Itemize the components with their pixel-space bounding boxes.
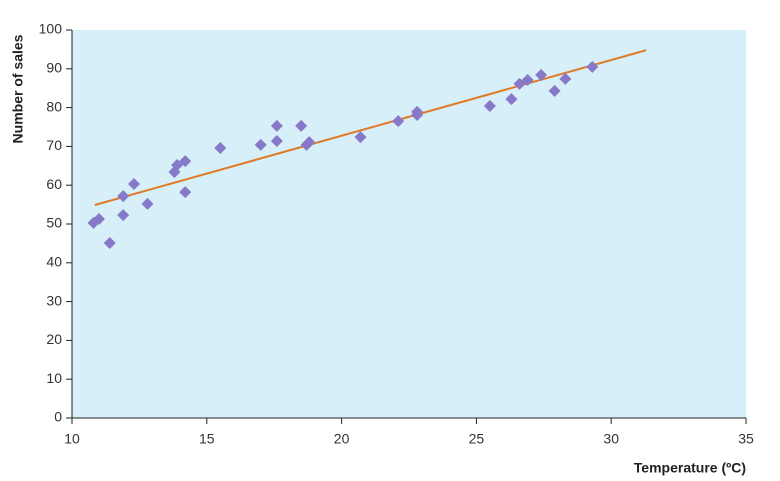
plot-area (72, 30, 746, 418)
x-tick-label: 20 (334, 431, 350, 447)
point (411, 108, 424, 121)
point (92, 212, 105, 225)
point (117, 190, 130, 203)
y-tick-label: 70 (46, 137, 62, 153)
point (354, 131, 367, 144)
point (270, 134, 283, 147)
y-tick-label: 0 (54, 409, 62, 425)
x-tick-label: 10 (64, 431, 80, 447)
point (505, 93, 518, 106)
point (586, 60, 599, 73)
y-tick-label: 90 (46, 60, 62, 76)
point (270, 119, 283, 132)
y-tick-label: 30 (46, 292, 62, 308)
x-tick-label: 30 (603, 431, 619, 447)
x-tick-label: 35 (738, 431, 754, 447)
point (295, 119, 308, 132)
point (128, 178, 141, 191)
y-tick-label: 10 (46, 370, 62, 386)
point (548, 84, 561, 97)
x-axis-title: Temperature (ºC) (634, 460, 746, 476)
point (117, 209, 130, 222)
x-tick-label: 15 (199, 431, 215, 447)
point (559, 72, 572, 85)
point (214, 141, 227, 154)
trend-line (94, 49, 647, 206)
y-tick-label: 80 (46, 98, 62, 114)
point (254, 138, 267, 151)
y-tick-label: 20 (46, 331, 62, 347)
point (179, 155, 192, 168)
point (535, 69, 548, 82)
point (392, 115, 405, 128)
point (521, 74, 534, 87)
x-tick-label: 25 (469, 431, 485, 447)
y-tick-label: 100 (39, 21, 63, 37)
y-axis-title: Number of sales (10, 34, 26, 143)
point (103, 237, 116, 250)
point (303, 136, 316, 149)
y-tick-label: 60 (46, 176, 62, 192)
point (483, 100, 496, 113)
point (141, 197, 154, 210)
y-tick-label: 40 (46, 254, 62, 270)
point (179, 186, 192, 199)
y-tick-label: 50 (46, 215, 62, 231)
